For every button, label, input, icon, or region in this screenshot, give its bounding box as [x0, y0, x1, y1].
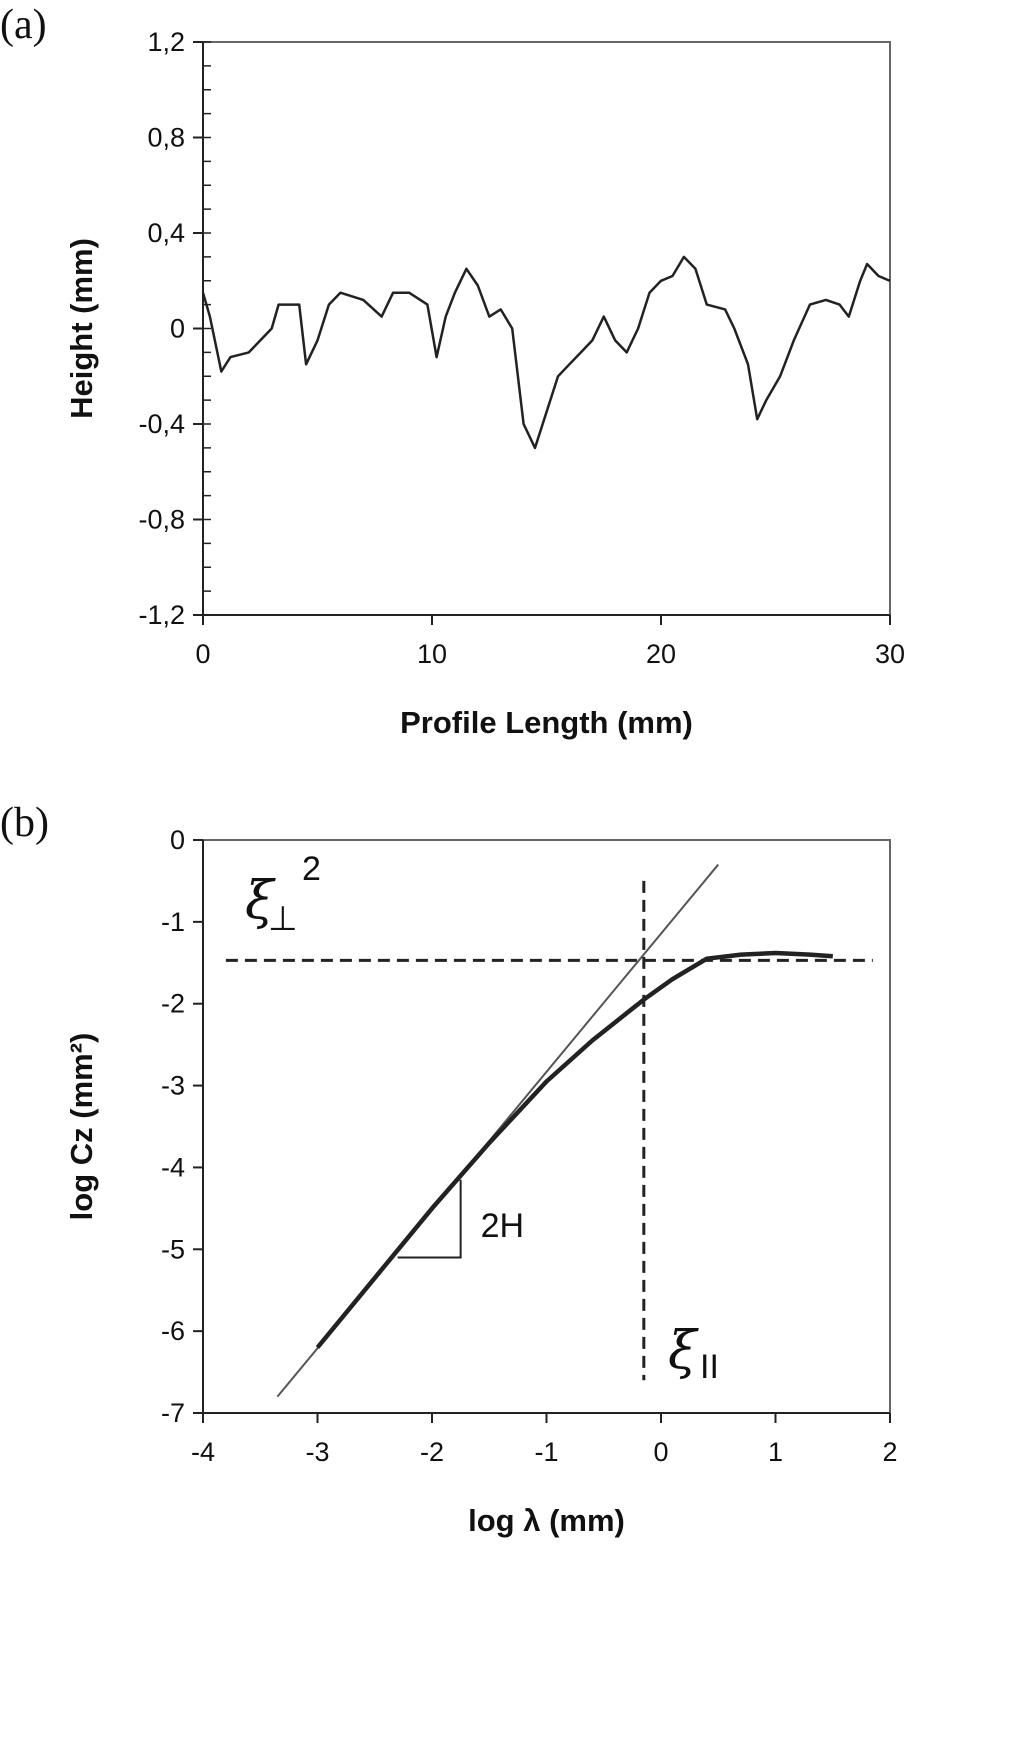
- xi-perp-superscript: 2: [302, 850, 321, 888]
- panel-label: (a): [0, 2, 47, 48]
- xi-perp-subscript: ⊥: [268, 900, 298, 938]
- x-tick-label: -2: [420, 1437, 444, 1467]
- y-tick-label: -1: [161, 907, 185, 937]
- x-axis-title: log λ (mm): [468, 1503, 625, 1538]
- y-tick-label: -5: [161, 1234, 185, 1264]
- plot-frame: [202, 839, 891, 1414]
- xi-perp-symbol: ξ: [245, 871, 276, 931]
- xi-parallel-subscript: II: [700, 1348, 719, 1386]
- cz-curve: [315, 950, 833, 1349]
- x-tick-label: 0: [653, 1437, 668, 1467]
- xi-parallel-symbol: ξ: [668, 1321, 699, 1381]
- profile-line: [201, 255, 891, 450]
- x-tick-label: 10: [417, 639, 447, 669]
- y-tick-label: -3: [161, 1071, 185, 1101]
- y-tick-label: 1,2: [147, 27, 185, 57]
- y-tick-label: -4: [161, 1152, 185, 1182]
- y-axis-title: Height (mm): [64, 238, 99, 419]
- y-tick-label: -6: [161, 1316, 185, 1346]
- x-tick-label: 20: [646, 639, 676, 669]
- y-tick-label: -7: [161, 1398, 185, 1428]
- slope-triangle: [397, 1179, 462, 1259]
- x-tick-label: -1: [534, 1437, 558, 1467]
- x-axis-title: Profile Length (mm): [400, 705, 693, 740]
- y-tick-label: 0: [170, 314, 185, 344]
- y-tick-label: -2: [161, 989, 185, 1019]
- y-axis-title: log Cz (mm²): [64, 1033, 99, 1221]
- panel-label: (b): [0, 800, 49, 846]
- x-tick-label: -4: [191, 1437, 215, 1467]
- plot-frame: [202, 41, 891, 616]
- y-tick-label: 0,8: [147, 123, 185, 153]
- y-tick-label: 0: [170, 825, 185, 855]
- y-tick-label: 0,4: [147, 218, 185, 248]
- y-tick-label: -0,4: [138, 409, 185, 439]
- x-tick-label: 0: [195, 639, 210, 669]
- x-tick-label: -3: [305, 1437, 329, 1467]
- x-tick-label: 1: [768, 1437, 783, 1467]
- y-tick-label: -0,8: [138, 505, 185, 535]
- x-tick-label: 30: [875, 639, 905, 669]
- slope-label: 2H: [481, 1207, 524, 1245]
- x-tick-label: 2: [882, 1437, 897, 1467]
- y-tick-label: -1,2: [138, 600, 185, 630]
